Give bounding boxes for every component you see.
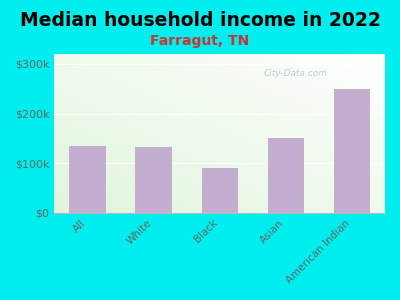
Text: City-Data.com: City-Data.com bbox=[264, 69, 328, 78]
Bar bbox=[136, 147, 172, 213]
Text: Median household income in 2022: Median household income in 2022 bbox=[20, 11, 380, 29]
Bar bbox=[69, 146, 106, 213]
Bar bbox=[202, 168, 238, 213]
Bar bbox=[334, 89, 370, 213]
Bar bbox=[268, 138, 304, 213]
Text: Farragut, TN: Farragut, TN bbox=[150, 34, 250, 49]
